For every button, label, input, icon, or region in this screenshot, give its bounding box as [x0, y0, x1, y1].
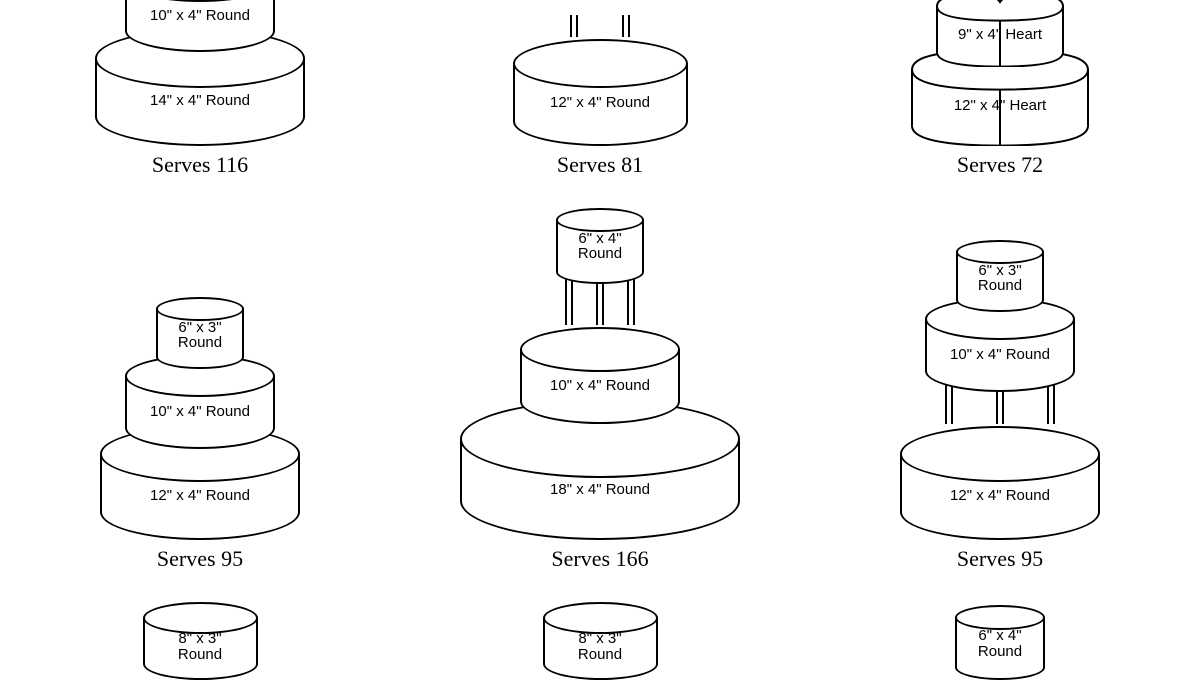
cake-stack: 10" x 4" Round 14" x 4" Round	[95, 0, 305, 146]
cake-tier-round: 10" x 4" Round	[125, 0, 275, 52]
tier-label: 8" x 3"Round	[543, 631, 658, 663]
tier-label: 6" x 4"Round	[556, 231, 644, 263]
cake-tier-round: 10" x 4" Round	[520, 327, 680, 424]
tier-label: 8" x 3"Round	[143, 631, 258, 663]
cake-81: 12" x 4" Round Serves 81	[400, 0, 800, 178]
cake-95a: 6" x 3"Round 10" x 4" Round 12" x 4" Round…	[0, 208, 400, 572]
cake-stack: 6" x 4"Round	[955, 605, 1045, 680]
cake-166: 6" x 4"Round 10" x 4" Round 18" x 4" Round…	[400, 208, 800, 572]
cake-72: 9" x 4" Heart 12" x 4" Heart Serves 72	[800, 0, 1200, 178]
cake-pillars	[570, 15, 630, 37]
serves-caption: Serves 166	[551, 546, 648, 572]
tier-label: 10" x 4" Round	[925, 347, 1075, 363]
tier-label: 12" x 4" Round	[900, 488, 1100, 504]
tier-label: 9" x 4" Heart	[935, 27, 1065, 43]
cake-116: 10" x 4" Round 14" x 4" Round Serves 116	[0, 0, 400, 178]
serves-caption: Serves 95	[157, 546, 243, 572]
tier-label: 18" x 4" Round	[460, 482, 740, 498]
cake-95b: 6" x 3"Round 10" x 4" Round 12" x 4" Round…	[800, 208, 1200, 572]
tier-label: 12" x 4" Round	[100, 488, 300, 504]
tier-label: 6" x 4"Round	[955, 628, 1045, 660]
serves-caption: Serves 72	[957, 152, 1043, 178]
cake-stack: 6" x 3"Round 10" x 4" Round 12" x 4" Round	[900, 240, 1100, 540]
tier-label: 10" x 4" Round	[125, 8, 275, 24]
cake-stack: 6" x 3"Round 10" x 4" Round 12" x 4" Round	[100, 297, 300, 540]
cake-stack: 12" x 4" Round	[513, 15, 688, 146]
tier-label: 10" x 4" Round	[520, 378, 680, 394]
serves-caption: Serves 81	[557, 152, 643, 178]
tier-label: 12" x 4" Heart	[910, 98, 1090, 114]
cake-stack: 6" x 4"Round 10" x 4" Round 18" x 4" Round	[460, 208, 740, 540]
partial-2: 8" x 3"Round	[400, 602, 800, 680]
cake-tier-heart: 9" x 4" Heart	[935, 0, 1065, 67]
partial-1: 8" x 3"Round	[0, 602, 400, 680]
cake-tier-round: 6" x 4"Round	[556, 208, 644, 285]
cake-stack: 9" x 4" Heart 12" x 4" Heart	[910, 22, 1090, 146]
cake-stack: 8" x 3"Round	[543, 602, 658, 680]
cake-tier-round: 12" x 4" Round	[513, 39, 688, 146]
tier-label: 14" x 4" Round	[95, 93, 305, 109]
serves-caption: Serves 116	[152, 152, 248, 178]
cake-tier-round: 6" x 4"Round	[955, 605, 1045, 680]
tier-label: 12" x 4" Round	[513, 95, 688, 111]
cake-tier-round: 12" x 4" Round	[900, 426, 1100, 540]
partial-3: 6" x 4"Round	[800, 602, 1200, 680]
cake-tier-round: 8" x 3"Round	[543, 602, 658, 680]
tier-label: 6" x 3"Round	[956, 263, 1044, 295]
cake-tier-round: 6" x 3"Round	[956, 240, 1044, 313]
tier-label: 10" x 4" Round	[125, 404, 275, 420]
cake-tier-round: 8" x 3"Round	[143, 602, 258, 680]
serves-caption: Serves 95	[957, 546, 1043, 572]
cake-tier-round: 6" x 3"Round	[156, 297, 244, 370]
cake-stack: 8" x 3"Round	[143, 602, 258, 680]
tier-label: 6" x 3"Round	[156, 320, 244, 352]
cake-size-chart: 10" x 4" Round 14" x 4" Round Serves 116 12…	[0, 0, 1200, 680]
